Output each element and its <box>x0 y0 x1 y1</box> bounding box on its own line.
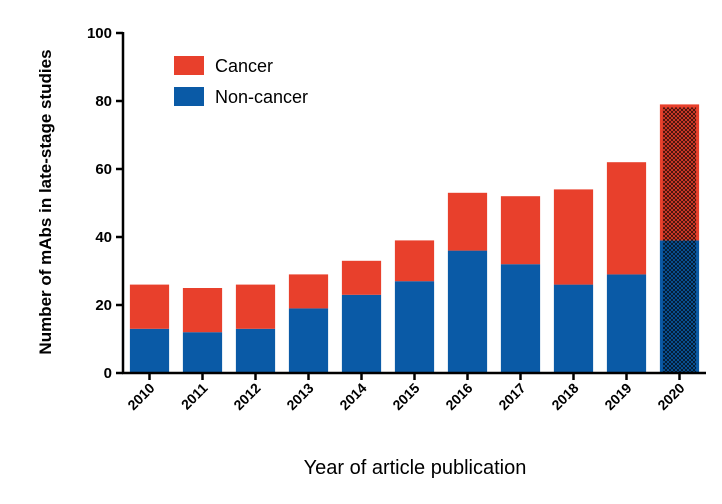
y-tick-label: 40 <box>95 229 112 246</box>
x-tick-label-2016: 2016 <box>442 380 475 413</box>
y-tick-label: 100 <box>87 25 112 42</box>
bar-cancer-2018 <box>553 189 594 285</box>
x-tick-label-2010: 2010 <box>124 380 157 413</box>
y-axis-title: Number of mAbs in late-stage studies <box>36 49 55 354</box>
bar-cancer-2017 <box>500 196 541 265</box>
bar-non-cancer-2010 <box>129 328 170 373</box>
hatch-overlay-group <box>662 107 697 373</box>
bar-non-cancer-2011 <box>182 332 223 373</box>
legend: Cancer Non-cancer <box>174 56 308 107</box>
bar-cancer-2015 <box>394 240 435 282</box>
bar-cancer-2010 <box>129 284 170 329</box>
bar-non-cancer-2014 <box>341 294 382 373</box>
bar-non-cancer-2015 <box>394 281 435 373</box>
x-axis-ticks: 2010 2011 2012 2013 2014 2015 2016 2017 2018 2019… <box>124 373 688 413</box>
x-tick-label-2011: 2011 <box>178 380 211 413</box>
bar-non-cancer-2013 <box>288 308 329 373</box>
y-tick-label: 80 <box>95 93 112 110</box>
bar-cancer-2012 <box>235 284 276 329</box>
y-tick-label: 60 <box>95 161 112 178</box>
x-tick-label-2018: 2018 <box>548 380 581 413</box>
bar-non-cancer-2018 <box>553 284 594 373</box>
bar-cancer-2019 <box>606 162 647 275</box>
x-tick-label-2015: 2015 <box>389 380 422 413</box>
legend-swatch-non-cancer <box>174 87 204 106</box>
legend-label-non-cancer: Non-cancer <box>215 87 308 107</box>
bars-group <box>129 104 700 373</box>
bar-non-cancer-2017 <box>500 264 541 373</box>
bar-non-cancer-2012 <box>235 328 276 373</box>
x-tick-label-2012: 2012 <box>230 380 263 413</box>
x-axis-title: Year of article publication <box>304 457 527 479</box>
bar-hatch-2020 <box>662 107 697 373</box>
legend-label-cancer: Cancer <box>215 56 273 76</box>
x-tick-label-2013: 2013 <box>283 380 316 413</box>
y-axis-ticks: 0 20 40 60 80 100 <box>87 25 123 382</box>
bar-non-cancer-2019 <box>606 274 647 373</box>
x-tick-label-2020: 2020 <box>654 380 687 413</box>
bar-cancer-2013 <box>288 274 329 309</box>
bar-cancer-2016 <box>447 192 488 251</box>
bar-cancer-2014 <box>341 260 382 295</box>
y-tick-label: 0 <box>104 365 112 382</box>
x-tick-label-2014: 2014 <box>336 380 369 413</box>
legend-swatch-cancer <box>174 56 204 75</box>
bar-non-cancer-2016 <box>447 250 488 373</box>
x-tick-label-2019: 2019 <box>601 380 634 413</box>
x-tick-label-2017: 2017 <box>495 380 528 413</box>
bar-cancer-2011 <box>182 288 223 333</box>
y-tick-label: 20 <box>95 297 112 314</box>
